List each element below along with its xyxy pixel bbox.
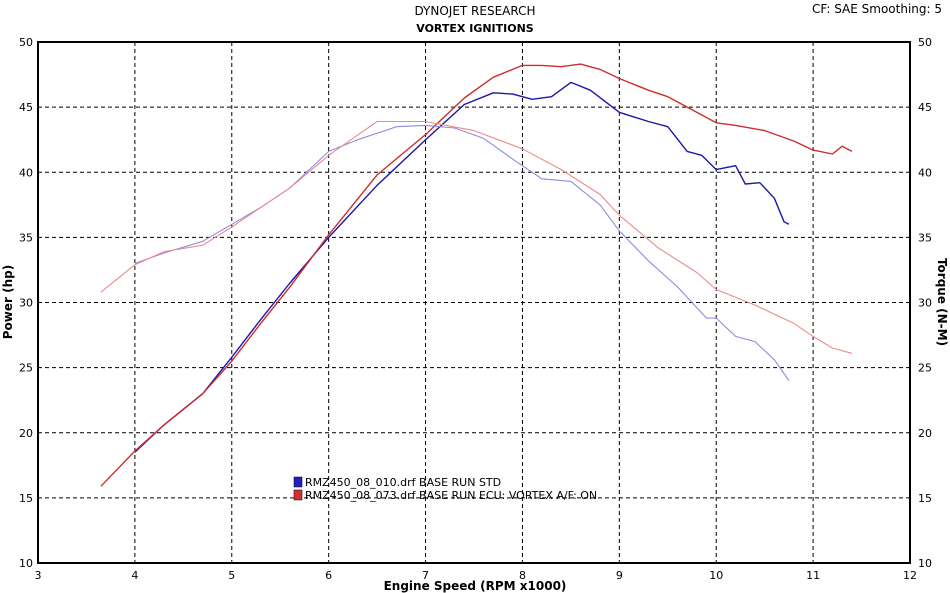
chart-title: DYNOJET RESEARCH [414, 4, 535, 18]
x-tick-label: 9 [616, 569, 623, 582]
chart-subtitle: VORTEX IGNITIONS [416, 22, 534, 35]
x-axis-label: Engine Speed (RPM x1000) [384, 579, 567, 593]
x-tick-label: 4 [131, 569, 138, 582]
x-tick-label: 6 [325, 569, 332, 582]
y-tick-label-right: 20 [918, 427, 932, 440]
y-tick-label-right: 50 [918, 36, 932, 49]
y-axis-label-left: Power (hp) [1, 265, 15, 339]
y-tick-label-right: 45 [918, 101, 932, 114]
y-tick-label-left: 20 [19, 427, 33, 440]
legend-label-1: RMZ450_08_010.drf BASE RUN STD [305, 476, 501, 489]
x-tick-label: 10 [709, 569, 723, 582]
grid-lines [38, 42, 910, 563]
series-line-1 [134, 81, 790, 453]
legend-swatch-blue [293, 476, 303, 488]
y-tick-label-left: 10 [19, 557, 33, 570]
x-tick-label: 5 [228, 569, 235, 582]
legend-swatch-red [293, 489, 303, 501]
corner-info: CF: SAE Smoothing: 5 [812, 2, 942, 16]
y-tick-label-right: 25 [918, 362, 932, 375]
x-tick-label: 8 [519, 569, 526, 582]
y-tick-label-right: 40 [918, 166, 932, 179]
y-tick-label-left: 50 [19, 36, 33, 49]
legend-label-2: RMZ450_08_073.drf BASE RUN ECU: VORTEX A… [305, 489, 597, 502]
x-tick-label: 7 [422, 569, 429, 582]
y-tick-label-right: 15 [918, 492, 932, 505]
x-tick-label: 11 [806, 569, 820, 582]
y-tick-label-left: 30 [19, 297, 33, 310]
y-tick-label-right: 35 [918, 231, 932, 244]
series-line-4 [100, 120, 853, 354]
y-tick-label-left: 25 [19, 362, 33, 375]
series-lines [100, 63, 853, 487]
y-tick-label-left: 15 [19, 492, 33, 505]
x-tick-label: 12 [903, 569, 917, 582]
x-tick-label: 3 [35, 569, 42, 582]
y-tick-label-left: 35 [19, 231, 33, 244]
series-line-2 [100, 63, 853, 487]
plot-frame [37, 41, 911, 564]
y-tick-label-left: 45 [19, 101, 33, 114]
legend: RMZ450_08_010.drf BASE RUN STD RMZ450_08… [293, 476, 597, 502]
y-tick-label-left: 40 [19, 166, 33, 179]
y-tick-label-right: 30 [918, 297, 932, 310]
y-axis-label-right: Torque (N-M) [935, 258, 949, 346]
y-tick-label-right: 10 [918, 557, 932, 570]
